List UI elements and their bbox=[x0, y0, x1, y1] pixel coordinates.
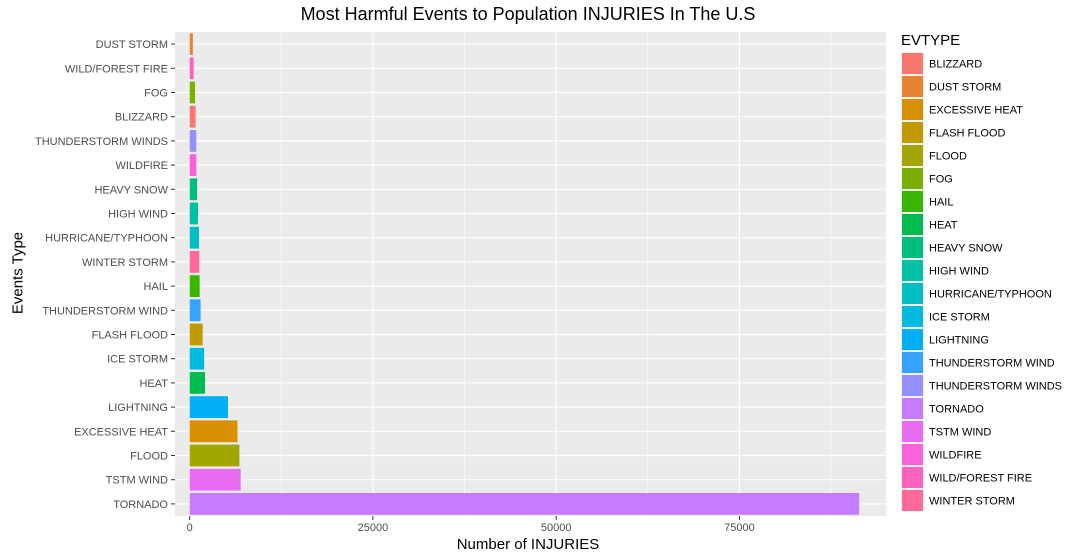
bar bbox=[189, 468, 241, 491]
legend-swatch bbox=[902, 260, 923, 281]
legend-swatch bbox=[902, 283, 923, 304]
y-tick-label: WILD/FOREST FIRE bbox=[65, 63, 168, 75]
x-tick-label: 75000 bbox=[724, 522, 755, 534]
bar bbox=[189, 396, 228, 418]
legend-label: WINTER STORM bbox=[929, 496, 1015, 508]
legend-label: ICE STORM bbox=[929, 312, 990, 324]
y-tick-label: EXCESSIVE HEAT bbox=[74, 426, 168, 438]
x-tick-label: 25000 bbox=[358, 522, 389, 534]
x-tick-label: 50000 bbox=[541, 522, 572, 534]
y-tick-label: LIGHTNING bbox=[108, 402, 168, 414]
bar bbox=[189, 105, 196, 128]
y-tick-label: WILDFIRE bbox=[115, 160, 168, 172]
legend-swatch bbox=[902, 99, 923, 120]
bar bbox=[189, 372, 206, 394]
legend-swatch bbox=[902, 306, 923, 327]
legend-label: HEAT bbox=[929, 220, 958, 232]
bar bbox=[189, 347, 205, 370]
y-tick-label: HIGH WIND bbox=[108, 209, 168, 221]
legend-label: LIGHTNING bbox=[929, 335, 989, 347]
bar bbox=[189, 178, 198, 201]
legend-swatch bbox=[902, 490, 923, 511]
legend-label: TORNADO bbox=[929, 404, 984, 416]
bar bbox=[189, 323, 203, 346]
bar bbox=[189, 444, 240, 467]
x-axis-title: Number of INJURIES bbox=[456, 536, 600, 553]
legend-swatch bbox=[902, 145, 923, 166]
chart-title: Most Harmful Events to Population INJURI… bbox=[300, 4, 756, 24]
y-tick-label: TORNADO bbox=[113, 499, 168, 511]
bar bbox=[189, 493, 860, 515]
y-tick-label: HURRICANE/TYPHOON bbox=[45, 233, 168, 245]
bar bbox=[189, 154, 197, 176]
legend-swatch bbox=[902, 76, 923, 97]
y-tick-label: THUNDERSTORM WIND bbox=[42, 305, 168, 317]
bar bbox=[189, 81, 196, 104]
legend-label: HEAVY SNOW bbox=[929, 243, 1003, 255]
y-tick-label: HEAT bbox=[139, 378, 168, 390]
y-tick-label: FLOOD bbox=[130, 451, 168, 463]
y-tick-label: THUNDERSTORM WINDS bbox=[35, 136, 168, 148]
legend-label: THUNDERSTORM WIND bbox=[929, 358, 1055, 370]
bar bbox=[189, 202, 198, 225]
bar bbox=[189, 275, 200, 297]
legend-label: DUST STORM bbox=[929, 82, 1001, 94]
legend-swatch bbox=[902, 53, 923, 74]
legend-swatch bbox=[902, 214, 923, 235]
y-axis-title: Events Type bbox=[9, 231, 27, 315]
bar bbox=[189, 420, 238, 443]
bar bbox=[189, 226, 200, 249]
legend-swatch bbox=[902, 398, 923, 419]
panel-background bbox=[175, 32, 886, 516]
legend-label: FLOOD bbox=[929, 151, 967, 163]
legend-swatch bbox=[902, 467, 923, 488]
legend-title: EVTYPE bbox=[901, 32, 961, 49]
y-tick-label: HEAVY SNOW bbox=[94, 184, 168, 196]
x-tick-label: 0 bbox=[187, 522, 193, 534]
legend-label: FLASH FLOOD bbox=[929, 128, 1005, 140]
y-tick-label: HAIL bbox=[144, 281, 168, 293]
y-tick-label: FOG bbox=[144, 88, 168, 100]
y-tick-label: TSTM WIND bbox=[106, 475, 168, 487]
legend-label: FOG bbox=[929, 174, 953, 186]
legend-label: THUNDERSTORM WINDS bbox=[929, 381, 1062, 393]
legend-label: BLIZZARD bbox=[929, 59, 982, 71]
legend-label: TSTM WIND bbox=[929, 427, 991, 439]
legend-label: HURRICANE/TYPHOON bbox=[929, 289, 1052, 301]
y-tick-label: FLASH FLOOD bbox=[92, 330, 168, 342]
bar bbox=[189, 130, 197, 152]
legend-swatch bbox=[902, 329, 923, 350]
legend-label: HAIL bbox=[929, 197, 953, 209]
legend-swatch bbox=[902, 352, 923, 373]
legend-label: WILDFIRE bbox=[929, 450, 982, 462]
bar bbox=[189, 251, 200, 273]
legend-swatch bbox=[902, 191, 923, 212]
legend-label: HIGH WIND bbox=[929, 266, 989, 278]
legend-swatch bbox=[902, 168, 923, 189]
bar bbox=[189, 33, 193, 55]
bar bbox=[189, 299, 201, 322]
legend-swatch bbox=[902, 237, 923, 258]
legend-label: WILD/FOREST FIRE bbox=[929, 473, 1032, 485]
y-tick-label: WINTER STORM bbox=[82, 257, 168, 269]
y-tick-label: BLIZZARD bbox=[115, 112, 168, 124]
bar bbox=[189, 57, 194, 80]
legend-swatch bbox=[902, 375, 923, 396]
legend-swatch bbox=[902, 421, 923, 442]
legend-swatch bbox=[902, 122, 923, 143]
legend-swatch bbox=[902, 444, 923, 465]
y-tick-label: DUST STORM bbox=[96, 39, 168, 51]
legend-label: EXCESSIVE HEAT bbox=[929, 105, 1023, 117]
y-tick-label: ICE STORM bbox=[107, 354, 168, 366]
